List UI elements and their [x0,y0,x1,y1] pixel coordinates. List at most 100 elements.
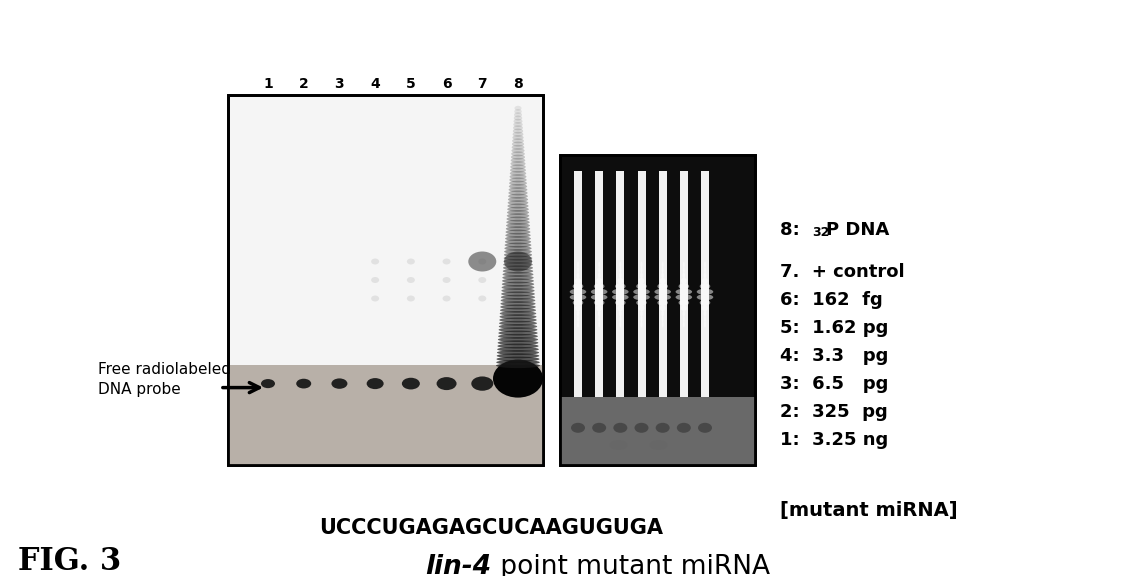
Ellipse shape [618,278,623,284]
Ellipse shape [704,310,706,317]
Ellipse shape [478,259,486,264]
Ellipse shape [575,278,581,284]
Ellipse shape [509,174,526,179]
Ellipse shape [577,321,579,328]
Text: 6: 6 [442,77,452,91]
Ellipse shape [498,334,538,339]
Bar [595,170,603,397]
FancyBboxPatch shape [228,95,543,465]
Ellipse shape [638,305,644,311]
Ellipse shape [641,267,643,273]
Ellipse shape [515,109,522,114]
Ellipse shape [612,294,628,300]
Ellipse shape [499,324,538,329]
Bar [637,170,645,397]
Ellipse shape [478,295,486,301]
Ellipse shape [658,300,668,306]
Ellipse shape [661,321,664,328]
Text: 2: 2 [299,77,309,91]
Ellipse shape [697,289,713,295]
Ellipse shape [499,321,537,326]
Text: 32: 32 [812,226,829,239]
Ellipse shape [634,294,650,300]
Text: 2:  325  pg: 2: 325 pg [780,403,888,421]
Ellipse shape [654,289,670,295]
Ellipse shape [676,294,692,300]
Ellipse shape [591,289,607,295]
Ellipse shape [677,423,691,433]
Ellipse shape [296,379,311,388]
Bar [561,155,755,465]
Text: 3:  6.5   pg: 3: 6.5 pg [780,375,889,393]
Ellipse shape [698,423,712,433]
Text: 7: 7 [477,77,487,91]
Text: 8:: 8: [780,221,812,239]
Ellipse shape [509,177,526,183]
Ellipse shape [641,272,643,278]
Ellipse shape [499,317,537,323]
Text: 5: 5 [406,77,415,91]
Ellipse shape [697,294,713,300]
Ellipse shape [505,242,531,248]
Ellipse shape [514,119,523,124]
Bar [659,170,667,397]
Text: 4:  3.3   pg: 4: 3.3 pg [780,347,889,365]
Ellipse shape [498,343,539,348]
Ellipse shape [503,266,533,270]
Ellipse shape [656,423,669,433]
Bar [228,95,543,465]
Ellipse shape [506,223,530,228]
Ellipse shape [508,197,529,202]
Ellipse shape [678,283,689,289]
Ellipse shape [496,363,540,368]
Ellipse shape [505,252,532,271]
Ellipse shape [502,268,533,274]
Ellipse shape [511,145,524,150]
Bar [617,170,625,397]
Ellipse shape [507,220,530,225]
Ellipse shape [619,267,621,273]
Bar [228,365,543,465]
Ellipse shape [570,289,586,295]
Ellipse shape [496,360,540,365]
Text: 6:  162  fg: 6: 162 fg [780,291,883,309]
Ellipse shape [498,347,539,352]
Ellipse shape [478,277,486,283]
Ellipse shape [508,203,529,209]
Text: 1:  3.25 ng: 1: 3.25 ng [780,431,888,449]
Ellipse shape [496,357,540,362]
Ellipse shape [660,305,666,311]
Ellipse shape [332,378,348,389]
Ellipse shape [683,310,685,317]
Ellipse shape [514,122,523,127]
Ellipse shape [468,252,496,271]
Ellipse shape [496,350,539,355]
Ellipse shape [683,272,685,278]
Ellipse shape [615,283,626,289]
Ellipse shape [513,138,524,143]
Ellipse shape [678,300,689,306]
Bar [574,170,582,397]
Ellipse shape [402,378,420,389]
Ellipse shape [505,239,531,244]
Ellipse shape [641,321,643,328]
Ellipse shape [658,283,668,289]
Ellipse shape [511,148,525,153]
Ellipse shape [508,194,527,199]
Ellipse shape [500,314,537,319]
Ellipse shape [515,106,522,111]
Ellipse shape [619,272,621,278]
Ellipse shape [613,423,627,433]
Ellipse shape [650,440,667,450]
Ellipse shape [700,283,710,289]
Ellipse shape [513,126,523,130]
Ellipse shape [577,310,579,317]
Ellipse shape [501,288,534,293]
Ellipse shape [577,316,579,322]
Text: P DNA: P DNA [826,221,889,239]
Ellipse shape [598,321,601,328]
Ellipse shape [619,316,621,322]
Ellipse shape [577,272,579,278]
Ellipse shape [510,164,526,169]
Ellipse shape [510,168,526,173]
